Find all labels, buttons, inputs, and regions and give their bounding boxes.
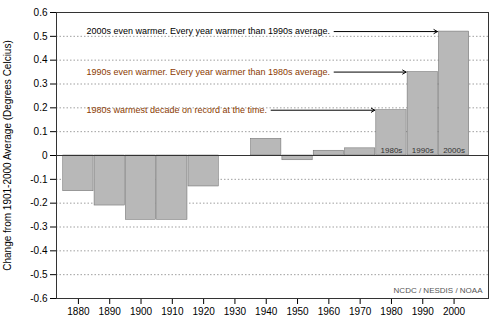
svg-text:-0.5: -0.5 <box>30 269 48 280</box>
svg-text:1970: 1970 <box>349 306 372 317</box>
svg-text:0.6: 0.6 <box>34 7 48 18</box>
svg-text:0: 0 <box>42 150 48 161</box>
svg-text:1910: 1910 <box>161 306 184 317</box>
svg-text:2000: 2000 <box>443 306 466 317</box>
svg-text:-0.4: -0.4 <box>30 245 48 256</box>
svg-text:1940: 1940 <box>255 306 278 317</box>
svg-text:-0.2: -0.2 <box>30 197 48 208</box>
svg-text:2000s: 2000s <box>443 146 465 155</box>
svg-text:1980s: 1980s <box>381 146 403 155</box>
svg-text:1890: 1890 <box>99 306 122 317</box>
svg-text:1990: 1990 <box>412 306 435 317</box>
svg-text:0.2: 0.2 <box>34 102 48 113</box>
svg-text:NCDC / NESDIS / NOAA: NCDC / NESDIS / NOAA <box>394 286 484 295</box>
svg-text:1980s warmest decade on record: 1980s warmest decade on record at the ti… <box>87 105 268 115</box>
svg-text:1990s: 1990s <box>412 146 434 155</box>
svg-text:Change from 1901-2000 Average: Change from 1901-2000 Average (Degrees C… <box>2 40 13 271</box>
svg-text:1990s even warmer. Every year: 1990s even warmer. Every year warmer tha… <box>87 67 331 77</box>
svg-text:1920: 1920 <box>193 306 216 317</box>
svg-text:1980: 1980 <box>380 306 403 317</box>
svg-text:0.1: 0.1 <box>34 126 48 137</box>
svg-text:1900: 1900 <box>130 306 153 317</box>
svg-text:0.5: 0.5 <box>34 31 48 42</box>
svg-text:1950: 1950 <box>286 306 309 317</box>
svg-text:1930: 1930 <box>224 306 247 317</box>
svg-text:0.4: 0.4 <box>34 54 48 65</box>
svg-text:2000s even warmer. Every year: 2000s even warmer. Every year warmer tha… <box>87 26 331 36</box>
svg-text:-0.6: -0.6 <box>30 293 48 304</box>
svg-text:1960: 1960 <box>318 306 341 317</box>
svg-text:1880: 1880 <box>67 306 90 317</box>
svg-text:-0.3: -0.3 <box>30 221 48 232</box>
svg-text:0.3: 0.3 <box>34 78 48 89</box>
svg-text:-0.1: -0.1 <box>30 174 48 185</box>
